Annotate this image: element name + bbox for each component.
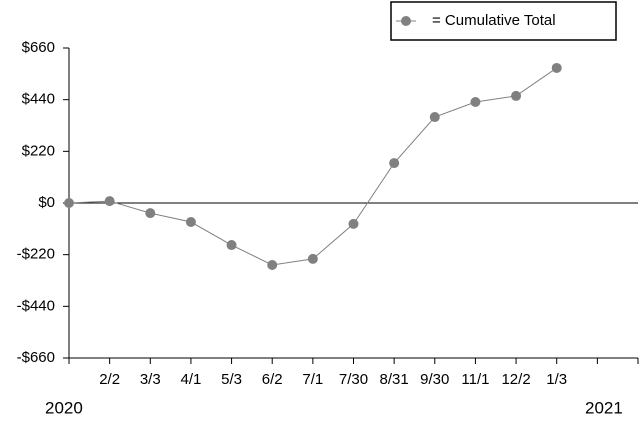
data-point (348, 218, 359, 229)
data-point (429, 112, 440, 123)
x-tick-label: 1/3 (546, 371, 567, 388)
data-point (64, 198, 74, 208)
x-tick-label: 12/2 (501, 371, 530, 388)
x-tick-label: 6/2 (262, 371, 283, 388)
data-point (511, 90, 522, 101)
data-point (104, 196, 115, 207)
data-point (226, 240, 237, 251)
x-tick-label: 9/30 (420, 371, 449, 388)
data-point (389, 158, 400, 169)
y-tick-label: $660 (22, 39, 55, 56)
x-tick-label: 7/1 (302, 371, 323, 388)
legend-label: = Cumulative Total (432, 12, 556, 29)
x-tick-label: 2/2 (99, 371, 120, 388)
x-tick-label: 4/1 (180, 371, 201, 388)
data-point (267, 260, 278, 270)
x-tick-label: 7/30 (339, 371, 368, 388)
x-tick-label: 11/1 (461, 371, 489, 388)
y-tick-label: $440 (22, 91, 55, 108)
y-tick-label: $220 (22, 142, 55, 159)
y-tick-label: -$440 (17, 297, 55, 314)
data-point (551, 62, 562, 73)
data-point (470, 97, 481, 108)
year-label: 2021 (585, 398, 623, 417)
year-label: 2020 (45, 398, 83, 417)
y-tick-label: -$660 (17, 349, 55, 366)
y-tick-label: -$220 (17, 246, 55, 263)
x-tick-label: 8/31 (380, 371, 409, 388)
legend-box (390, 1, 617, 41)
data-point (145, 208, 156, 219)
data-point (307, 253, 318, 264)
legend-marker (401, 16, 411, 26)
data-point (185, 217, 196, 228)
x-tick-label: 5/3 (221, 371, 242, 388)
x-tick-label: 3/3 (140, 371, 161, 388)
series-line (68, 67, 557, 266)
y-tick-label: $0 (38, 194, 55, 211)
